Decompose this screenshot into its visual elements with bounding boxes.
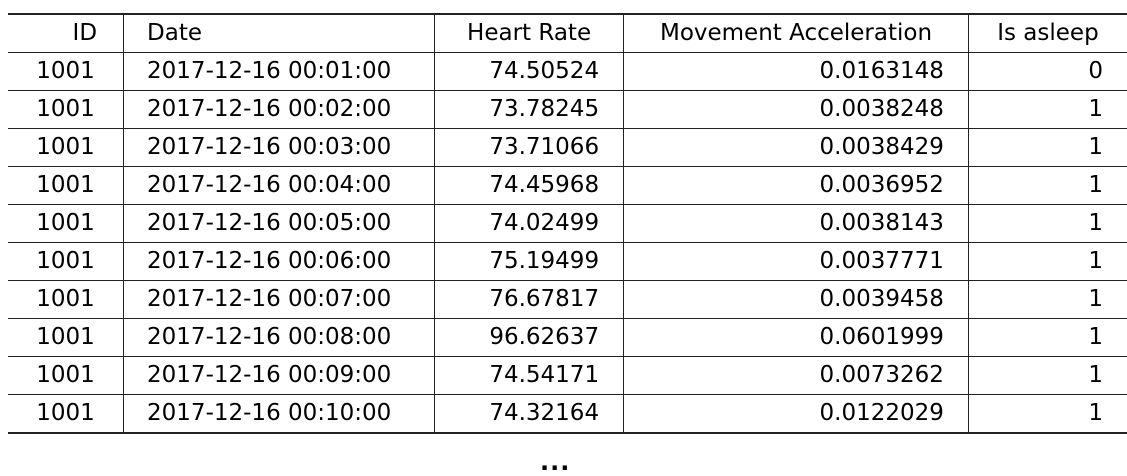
table-row: 1001 2017-12-16 00:10:00 74.32164 0.0122029…	[8, 394, 1127, 434]
sleep-data-table: ID Date Heart Rate Movement Acceleration…	[8, 13, 1127, 434]
cell-is-asleep: 1	[967, 128, 1127, 167]
table-row: 1001 2017-12-16 00:09:00 74.54171 0.0073262…	[8, 356, 1127, 395]
cell-is-asleep: 1	[967, 318, 1127, 357]
cell-movement-acceleration: 0.0163148	[623, 52, 969, 91]
cell-movement-acceleration: 0.0037771	[623, 242, 969, 281]
table-header: ID Date Heart Rate Movement Acceleration…	[8, 14, 1127, 53]
cell-is-asleep: 1	[967, 90, 1127, 129]
cell-heart-rate: 74.54171	[434, 356, 624, 395]
cell-id: 1001	[8, 52, 124, 91]
cell-date: 2017-12-16 00:05:00	[123, 204, 435, 243]
cell-id: 1001	[8, 280, 124, 319]
cell-id: 1001	[8, 166, 124, 205]
cell-movement-acceleration: 0.0036952	[623, 166, 969, 205]
cell-movement-acceleration: 0.0073262	[623, 356, 969, 395]
cell-heart-rate: 73.71066	[434, 128, 624, 167]
table-row: 1001 2017-12-16 00:05:00 74.02499 0.0038143…	[8, 204, 1127, 243]
cell-is-asleep: 1	[967, 394, 1127, 434]
cell-heart-rate: 76.67817	[434, 280, 624, 319]
header-date: Date	[123, 14, 435, 53]
table-row: 1001 2017-12-16 00:01:00 74.50524 0.0163148…	[8, 52, 1127, 91]
cell-heart-rate: 74.02499	[434, 204, 624, 243]
cell-date: 2017-12-16 00:10:00	[123, 394, 435, 434]
cell-movement-acceleration: 0.0122029	[623, 394, 969, 434]
cell-movement-acceleration: 0.0038143	[623, 204, 969, 243]
cell-is-asleep: 1	[967, 356, 1127, 395]
cell-date: 2017-12-16 00:03:00	[123, 128, 435, 167]
cell-date: 2017-12-16 00:04:00	[123, 166, 435, 205]
cell-id: 1001	[8, 90, 124, 129]
cell-id: 1001	[8, 318, 124, 357]
cell-date: 2017-12-16 00:07:00	[123, 280, 435, 319]
cell-date: 2017-12-16 00:09:00	[123, 356, 435, 395]
cell-id: 1001	[8, 128, 124, 167]
header-movement-acceleration: Movement Acceleration	[623, 14, 969, 53]
cell-date: 2017-12-16 00:01:00	[123, 52, 435, 91]
cell-heart-rate: 75.19499	[434, 242, 624, 281]
cell-id: 1001	[8, 242, 124, 281]
header-is-asleep: Is asleep	[967, 14, 1127, 53]
cell-date: 2017-12-16 00:02:00	[123, 90, 435, 129]
cell-is-asleep: 0	[967, 52, 1127, 91]
cell-heart-rate: 96.62637	[434, 318, 624, 357]
table-row: 1001 2017-12-16 00:07:00 76.67817 0.0039458…	[8, 280, 1127, 319]
cell-movement-acceleration: 0.0038429	[623, 128, 969, 167]
cell-date: 2017-12-16 00:08:00	[123, 318, 435, 357]
cell-is-asleep: 1	[967, 280, 1127, 319]
cell-heart-rate: 74.32164	[434, 394, 624, 434]
cell-date: 2017-12-16 00:06:00	[123, 242, 435, 281]
table-row: 1001 2017-12-16 00:08:00 96.62637 0.0601999…	[8, 318, 1127, 357]
header-heart-rate: Heart Rate	[434, 14, 624, 53]
cell-movement-acceleration: 0.0039458	[623, 280, 969, 319]
table-row: 1001 2017-12-16 00:03:00 73.71066 0.0038429…	[8, 128, 1127, 167]
cell-id: 1001	[8, 204, 124, 243]
table-row: 1001 2017-12-16 00:02:00 73.78245 0.0038248…	[8, 90, 1127, 129]
cell-heart-rate: 74.45968	[434, 166, 624, 205]
header-row: ID Date Heart Rate Movement Acceleration…	[8, 14, 1127, 53]
cell-is-asleep: 1	[967, 242, 1127, 281]
cell-heart-rate: 73.78245	[434, 90, 624, 129]
cell-is-asleep: 1	[967, 166, 1127, 205]
table-row: 1001 2017-12-16 00:04:00 74.45968 0.0036952…	[8, 166, 1127, 205]
cell-movement-acceleration: 0.0038248	[623, 90, 969, 129]
cell-is-asleep: 1	[967, 204, 1127, 243]
header-id: ID	[8, 14, 124, 53]
table-body: 1001 2017-12-16 00:01:00 74.50524 0.0163148…	[8, 52, 1127, 434]
continuation-ellipsis: ...	[540, 448, 571, 476]
cell-id: 1001	[8, 394, 124, 434]
cell-heart-rate: 74.50524	[434, 52, 624, 91]
table-row: 1001 2017-12-16 00:06:00 75.19499 0.0037771…	[8, 242, 1127, 281]
cell-movement-acceleration: 0.0601999	[623, 318, 969, 357]
cell-id: 1001	[8, 356, 124, 395]
